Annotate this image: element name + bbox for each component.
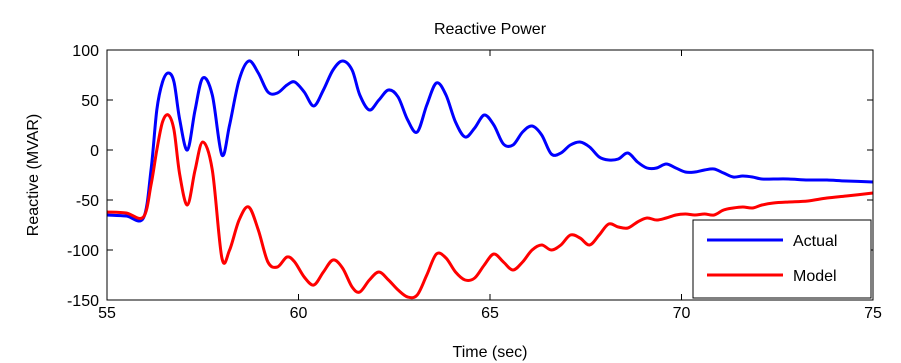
ticks-layer: 55 60 65 70 75 100 50 0 -50 -100 -150	[67, 43, 882, 322]
series-layer	[106, 59, 874, 300]
y-tick-label: 100	[72, 43, 99, 60]
x-tick-label: 60	[290, 305, 308, 322]
legend-label-actual: Actual	[793, 233, 837, 250]
x-tick-label: 75	[864, 305, 882, 322]
legend-box	[692, 219, 872, 299]
y-tick-label: -150	[67, 293, 99, 310]
x-tick-label: 65	[481, 305, 499, 322]
legend-label-model: Model	[793, 268, 837, 285]
chart-title: Reactive Power	[434, 21, 547, 38]
series-line-actual	[106, 59, 874, 223]
x-tick-label: 70	[673, 305, 691, 322]
y-tick-label: 50	[81, 93, 99, 110]
y-axis-label: Reactive (MVAR)	[25, 114, 42, 236]
x-axis-label: Time (sec)	[453, 344, 528, 361]
x-tick-label: 55	[98, 305, 116, 322]
series-line-model	[106, 113, 874, 300]
legend: Actual Model	[692, 219, 872, 299]
y-tick-label: -50	[76, 193, 99, 210]
y-tick-label: 0	[90, 143, 99, 160]
y-tick-label: -100	[67, 243, 99, 260]
